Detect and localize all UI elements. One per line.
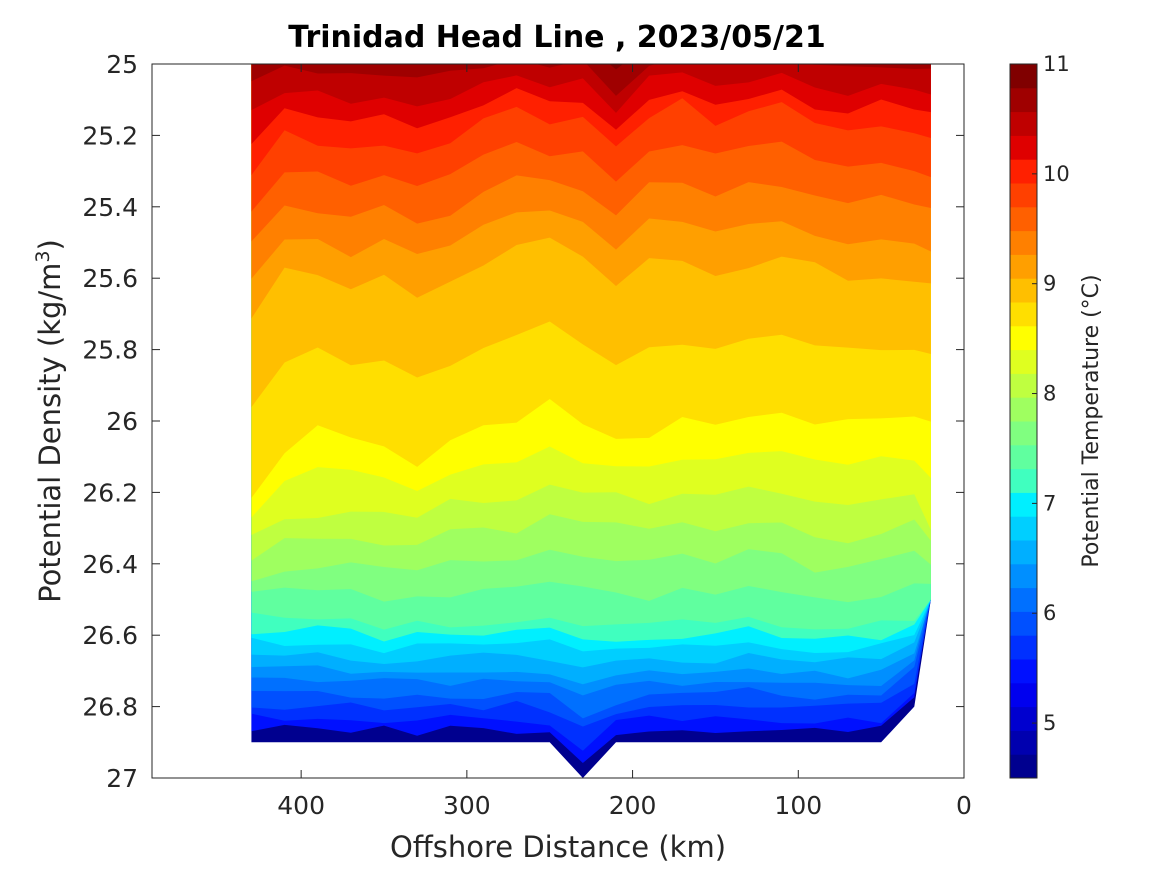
- colorbar-swatch: [1010, 635, 1037, 660]
- colorbar-swatch: [1010, 206, 1037, 232]
- colorbar-swatch: [1010, 706, 1037, 731]
- colorbar-tick-label: 5: [1043, 711, 1056, 735]
- colorbar-swatch: [1010, 682, 1037, 708]
- colorbar-swatch: [1010, 421, 1037, 446]
- colorbar-tick-label: 11: [1043, 52, 1070, 76]
- y-axis-label-close: ): [33, 239, 67, 250]
- colorbar-swatch: [1010, 230, 1037, 255]
- colorbar-swatch: [1010, 64, 1037, 89]
- x-axis-label: Offshore Distance (km): [390, 830, 726, 864]
- colorbar-swatch: [1010, 254, 1037, 279]
- x-axis-ticks: 400 300 200 100 0: [277, 64, 972, 820]
- y-axis-label-main: Potential Density (kg/m: [33, 263, 67, 603]
- chart-title: Trinidad Head Line , 2023/05/21: [288, 20, 825, 55]
- y-tick-label: 25: [106, 50, 138, 79]
- contour-band: [251, 64, 931, 96]
- y-tick-label: 27: [106, 764, 138, 793]
- x-tick-label: 300: [443, 791, 491, 820]
- colorbar-swatch: [1010, 111, 1037, 136]
- colorbar-swatch: [1010, 397, 1037, 422]
- x-tick-label: 200: [609, 791, 657, 820]
- contour-fill: [251, 64, 931, 778]
- colorbar-swatch: [1010, 492, 1037, 517]
- y-axis-label-sup: 3: [32, 250, 54, 262]
- colorbar-swatch: [1010, 754, 1037, 779]
- colorbar-swatch: [1010, 159, 1037, 184]
- x-tick-label: 400: [277, 791, 325, 820]
- colorbar-frame: [1009, 63, 1038, 779]
- colorbar-tick-label: 6: [1043, 601, 1056, 625]
- colorbar-swatch: [1010, 302, 1037, 327]
- colorbar-swatch: [1010, 373, 1037, 398]
- y-tick-label: 25.6: [82, 264, 138, 293]
- colorbar-swatch: [1010, 135, 1037, 160]
- y-tick-label: 25.8: [82, 336, 138, 365]
- colorbar-swatch: [1010, 730, 1037, 755]
- colorbar-swatch: [1010, 87, 1037, 113]
- y-tick-label: 26.6: [82, 621, 138, 650]
- colorbar-swatch: [1010, 516, 1037, 541]
- y-tick-label: 26.2: [82, 478, 138, 507]
- colorbar-swatch: [1010, 659, 1037, 684]
- colorbar: [1010, 64, 1037, 779]
- x-tick-label: 0: [956, 791, 972, 820]
- colorbar-swatch: [1010, 587, 1037, 612]
- y-tick-label: 25.4: [82, 193, 138, 222]
- colorbar-swatch: [1010, 183, 1037, 208]
- y-axis-label: Potential Density (kg/m3): [32, 239, 67, 603]
- colorbar-swatch: [1010, 563, 1037, 589]
- colorbar-ticks: 5 6 7 8 9 10 11: [1032, 52, 1070, 735]
- colorbar-tick-label: 8: [1043, 382, 1056, 406]
- y-tick-label: 25.2: [82, 121, 138, 150]
- colorbar-swatch: [1010, 278, 1037, 303]
- colorbar-tick-label: 10: [1043, 162, 1070, 186]
- y-tick-label: 26.8: [82, 693, 138, 722]
- y-axis-ticks: 25 25.2 25.4 25.6 25.8 26 26.2 26.4 26.6 26.8 27: [82, 50, 964, 793]
- colorbar-swatch: [1010, 349, 1037, 374]
- colorbar-label: Potential Temperature (°C): [1079, 274, 1104, 567]
- colorbar-tick-label: 9: [1043, 272, 1056, 296]
- y-tick-label: 26: [106, 407, 138, 436]
- colorbar-swatch: [1010, 540, 1037, 565]
- x-tick-label: 100: [774, 791, 822, 820]
- colorbar-swatch: [1010, 444, 1037, 470]
- colorbar-swatch: [1010, 468, 1037, 493]
- colorbar-swatch: [1010, 611, 1037, 636]
- colorbar-tick-label: 7: [1043, 491, 1056, 515]
- contour-band: [609, 64, 624, 70]
- y-tick-label: 26.4: [82, 550, 138, 579]
- colorbar-swatch: [1010, 325, 1037, 351]
